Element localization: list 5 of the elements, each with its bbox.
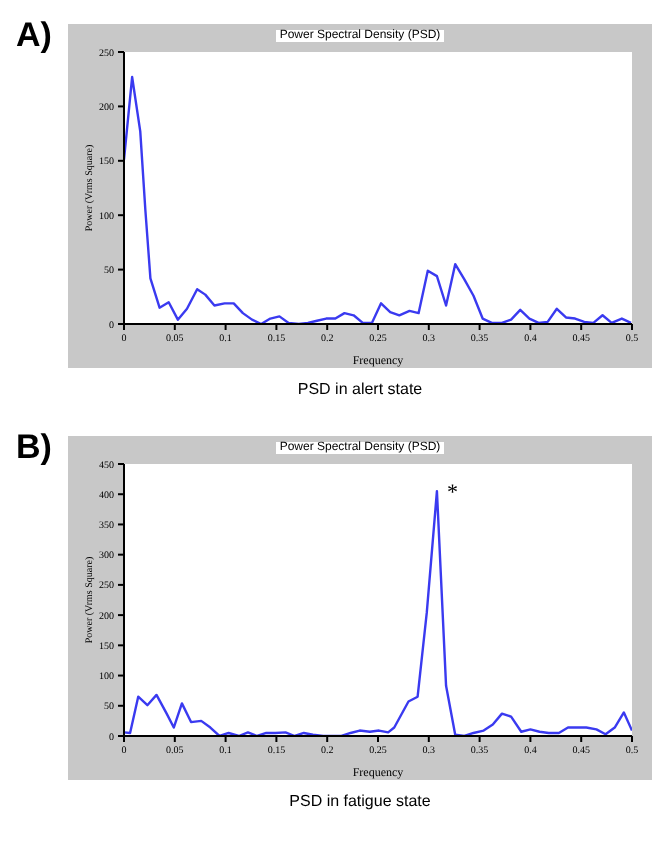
text: B) — [16, 428, 52, 468]
text: PSD in fatigue state — [287, 792, 433, 810]
annotation: * — [446, 481, 458, 506]
text: PSD in alert state — [295, 380, 425, 398]
text: A) — [16, 16, 52, 56]
